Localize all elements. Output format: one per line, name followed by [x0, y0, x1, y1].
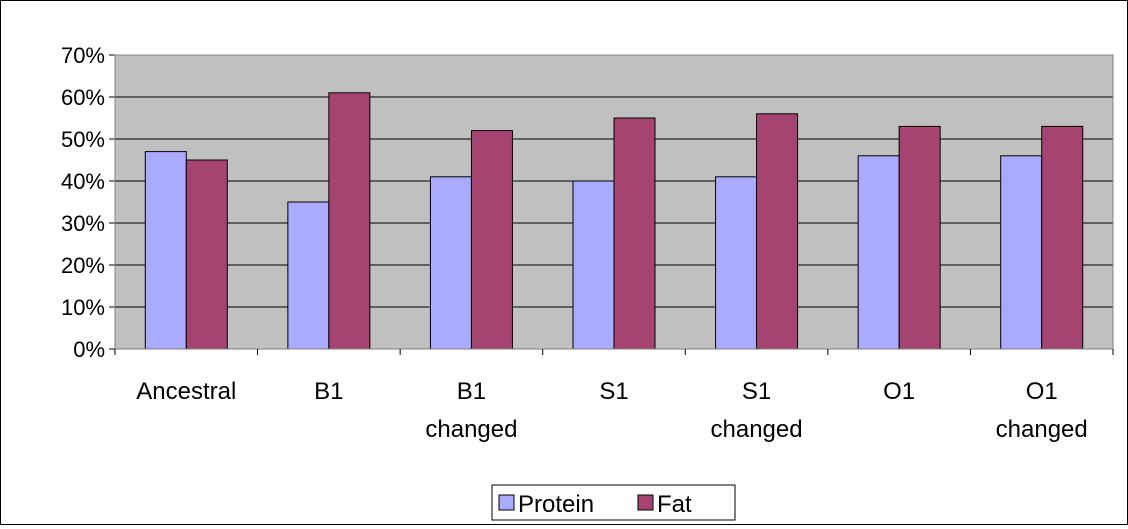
bar-protein-1: [287, 201, 330, 350]
bars: [144, 92, 1084, 350]
y-tick-label: 10%: [61, 295, 105, 320]
x-tick-label: S1: [599, 378, 628, 405]
bar-fat-4: [756, 113, 799, 350]
legend-label-protein: Protein: [518, 491, 594, 518]
bar-fat-2: [470, 130, 513, 350]
x-tick-label: Ancestral: [136, 378, 236, 405]
x-tick-label: O1: [883, 378, 915, 405]
bar-fat-3: [613, 117, 656, 350]
x-tick-label: S1 changed: [711, 378, 803, 443]
x-tick-label: B1: [314, 378, 343, 405]
y-tick-label: 70%: [61, 43, 105, 68]
legend: Protein Fat: [491, 484, 736, 521]
x-tick-labels: Ancestral B1 B1 changed S1 S1 changed O1 O1 chang…: [136, 378, 1087, 443]
y-tick-label: 50%: [61, 127, 105, 152]
legend-label-fat: Fat: [657, 491, 692, 518]
x-tick-label: O1 changed: [996, 378, 1088, 443]
legend-swatch-fat: [637, 494, 654, 511]
y-tick-label: 0%: [73, 337, 105, 362]
plot-border: [114, 54, 1114, 350]
bar-protein-3: [572, 180, 615, 350]
bar-protein-5: [857, 155, 900, 350]
bar-fat-1: [328, 92, 371, 350]
bar-fat-5: [898, 125, 941, 350]
bar-protein-2: [429, 176, 472, 350]
y-tick-label: 60%: [61, 85, 105, 110]
legend-box: [491, 484, 736, 521]
y-tick-labels: 0% 10% 20% 30% 40% 50% 60% 70%: [61, 43, 105, 362]
y-tick-label: 20%: [61, 253, 105, 278]
bar-protein-6: [1000, 155, 1043, 350]
bar-fat-6: [1041, 125, 1084, 350]
x-tick-label: B1 changed: [425, 378, 517, 443]
bar-protein-0: [144, 151, 187, 350]
axes: [109, 54, 1114, 355]
bar-fat-0: [185, 159, 228, 350]
y-tick-label: 40%: [61, 169, 105, 194]
legend-swatch-protein: [498, 494, 515, 511]
y-tick-label: 30%: [61, 211, 105, 236]
bar-protein-4: [715, 176, 758, 350]
